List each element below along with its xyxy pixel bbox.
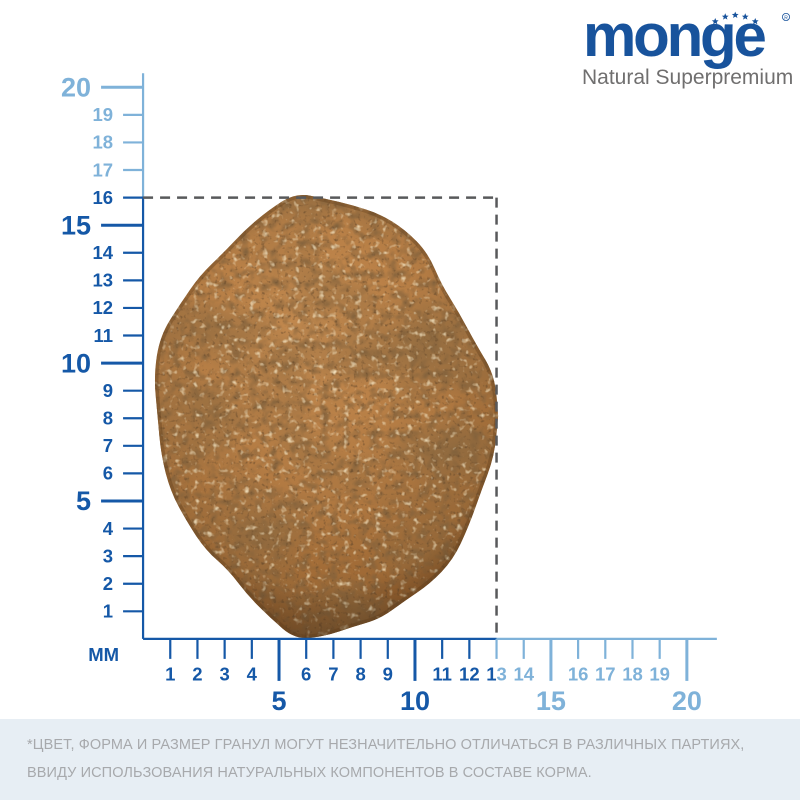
svg-text:20: 20 xyxy=(672,686,702,716)
svg-text:5: 5 xyxy=(272,686,287,716)
svg-text:14: 14 xyxy=(92,242,113,263)
svg-text:3: 3 xyxy=(497,664,507,685)
svg-text:16: 16 xyxy=(568,664,589,685)
svg-text:3: 3 xyxy=(103,545,113,566)
svg-text:19: 19 xyxy=(649,664,670,685)
svg-text:6: 6 xyxy=(103,463,113,484)
svg-text:15: 15 xyxy=(536,686,566,716)
svg-text:20: 20 xyxy=(61,72,91,102)
svg-text:15: 15 xyxy=(61,210,91,240)
svg-text:6: 6 xyxy=(301,664,311,685)
svg-text:4: 4 xyxy=(247,664,258,685)
svg-text:1: 1 xyxy=(165,664,175,685)
svg-text:17: 17 xyxy=(595,664,616,685)
svg-text:18: 18 xyxy=(92,132,113,153)
svg-text:9: 9 xyxy=(383,664,393,685)
svg-text:1: 1 xyxy=(486,664,496,685)
svg-text:8: 8 xyxy=(103,408,113,429)
svg-text:10: 10 xyxy=(61,348,91,378)
svg-text:5: 5 xyxy=(76,486,91,516)
svg-text:1: 1 xyxy=(103,601,113,622)
svg-text:12: 12 xyxy=(459,664,480,685)
svg-text:11: 11 xyxy=(94,325,114,346)
svg-text:17: 17 xyxy=(92,159,113,180)
svg-text:8: 8 xyxy=(355,664,365,685)
svg-text:16: 16 xyxy=(92,187,113,208)
svg-text:14: 14 xyxy=(513,664,534,685)
svg-text:7: 7 xyxy=(328,664,338,685)
svg-text:4: 4 xyxy=(103,518,114,539)
svg-text:11: 11 xyxy=(432,664,452,685)
svg-text:10: 10 xyxy=(400,686,430,716)
svg-text:12: 12 xyxy=(92,297,113,318)
svg-text:2: 2 xyxy=(192,664,202,685)
svg-text:19: 19 xyxy=(92,104,113,125)
svg-text:3: 3 xyxy=(219,664,229,685)
svg-text:MM: MM xyxy=(88,644,119,665)
svg-text:7: 7 xyxy=(103,435,113,456)
svg-text:2: 2 xyxy=(103,573,113,594)
svg-text:18: 18 xyxy=(622,664,643,685)
svg-text:9: 9 xyxy=(103,380,113,401)
svg-text:13: 13 xyxy=(92,270,113,291)
